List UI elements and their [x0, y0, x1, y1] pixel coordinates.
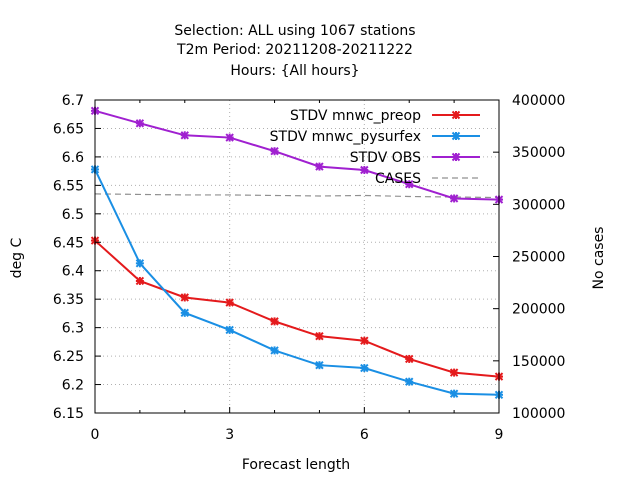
data-point — [405, 377, 414, 386]
series-line-cases — [94, 193, 500, 199]
y-tick-label: 6.4 — [62, 264, 84, 280]
legend-label: CASES — [375, 171, 421, 187]
data-point — [451, 152, 461, 162]
y2-tick-label: 400000 — [512, 93, 565, 109]
x-tick-label: 3 — [225, 427, 234, 443]
cases-series-layer — [94, 193, 500, 199]
y-tick-label: 6.3 — [62, 321, 84, 337]
title-line-2: T2m Period: 20211208-20211222 — [176, 42, 413, 58]
legend: STDV mnwc_preop STDV mnwc_pysurfex STDV OB… — [270, 108, 480, 187]
y2-axis-label: No cases — [591, 227, 607, 290]
data-point — [449, 194, 459, 203]
series-line-stdv-mnwc-pysurfex — [94, 168, 500, 396]
y-tick-label: 6.45 — [53, 235, 84, 251]
data-point — [451, 131, 461, 141]
data-point — [225, 133, 234, 142]
title-line-1: Selection: ALL using 1067 stations — [174, 23, 415, 39]
x-axis-label: Forecast length — [242, 457, 350, 473]
data-point — [135, 119, 145, 128]
data-point — [315, 162, 324, 171]
x-tick-label: 0 — [91, 427, 100, 443]
data-point — [360, 363, 369, 373]
series-stdv-mnwc-preop — [90, 236, 504, 381]
y-axis-label: deg C — [9, 237, 25, 278]
y-tick-label: 6.15 — [53, 406, 84, 422]
data-point — [315, 331, 324, 341]
x-tick-label: 6 — [360, 427, 369, 443]
data-point — [315, 360, 324, 370]
data-point — [449, 389, 459, 398]
y-tick-label: 6.55 — [53, 178, 84, 194]
y-tick-label: 6.25 — [53, 349, 84, 365]
y-tick-label: 6.35 — [53, 292, 84, 308]
series-layer — [90, 106, 504, 399]
y-tick-label: 6.65 — [53, 121, 84, 137]
data-point — [225, 298, 234, 307]
data-point — [270, 317, 279, 326]
data-point — [225, 325, 234, 335]
y2-tick-label: 150000 — [512, 354, 565, 370]
y-axis-ticks: 6.15 6.2 6.25 6.3 6.35 6.4 6.45 6.5 6.55 6.6 6.65 6… — [53, 93, 101, 422]
data-point — [135, 276, 145, 286]
series-line-stdv-obs — [94, 109, 500, 201]
data-point — [360, 336, 369, 345]
x-tick-label: 9 — [495, 427, 504, 443]
legend-label: STDV OBS — [350, 150, 421, 166]
data-point — [405, 180, 414, 189]
y-tick-label: 6.7 — [62, 93, 84, 109]
title-line-3: Hours: {All hours} — [230, 63, 359, 79]
data-point — [180, 131, 189, 140]
grid-lines — [95, 100, 499, 413]
data-point — [449, 368, 459, 377]
series-stdv-obs — [90, 106, 504, 204]
legend-label: STDV mnwc_preop — [290, 108, 421, 124]
y2-tick-label: 200000 — [512, 302, 565, 318]
chart-title: Selection: ALL using 1067 stations T2m P… — [174, 23, 415, 79]
data-point — [451, 110, 461, 120]
x-axis-ticks: 0 3 6 9 — [91, 100, 504, 443]
y-tick-label: 6.6 — [62, 150, 84, 166]
data-point — [135, 259, 145, 268]
series-stdv-mnwc-pysurfex — [90, 165, 504, 399]
data-point — [270, 147, 279, 156]
y2-tick-label: 250000 — [512, 250, 565, 266]
legend-label: STDV mnwc_pysurfex — [270, 129, 421, 145]
data-point — [180, 308, 189, 318]
data-point — [360, 165, 369, 175]
plot-frame — [94, 99, 500, 414]
data-point — [405, 354, 414, 364]
y-tick-label: 6.5 — [62, 207, 84, 223]
data-point — [270, 346, 279, 355]
data-point — [180, 293, 189, 302]
y-tick-label: 6.2 — [62, 378, 84, 394]
y2-tick-label: 350000 — [512, 145, 565, 161]
y2-tick-label: 100000 — [512, 406, 565, 422]
y2-tick-label: 300000 — [512, 197, 565, 213]
y2-axis-ticks: 100000 150000 200000 250000 300000 350000 4000… — [493, 93, 565, 422]
